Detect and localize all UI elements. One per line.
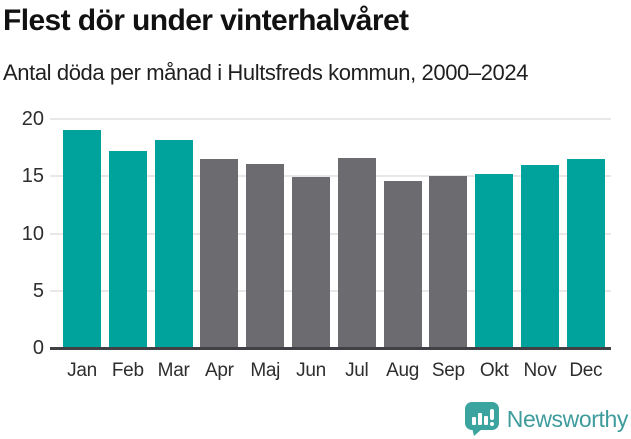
bar-mar [154, 139, 193, 348]
x-axis-tick-jul: Jul [345, 360, 369, 381]
x-axis-tick-dec: Dec [569, 360, 603, 381]
bar-jul [337, 157, 376, 348]
brand-footer: Newsworthy [464, 402, 628, 436]
x-axis-tick-apr: Apr [205, 360, 234, 381]
x-axis-tick-okt: Okt [479, 360, 509, 381]
gridline-y5 [50, 289, 611, 292]
bar-feb [108, 151, 147, 348]
x-axis-tick-aug: Aug [386, 360, 420, 381]
x-axis-tick-feb: Feb [111, 360, 144, 381]
gridline-y20 [50, 118, 611, 120]
bar-nov [521, 164, 559, 348]
x-axis-line [50, 346, 611, 350]
bar-dec [566, 159, 605, 348]
y-axis-tick-5: 5 [32, 279, 44, 302]
bar-jan [63, 130, 101, 348]
x-axis-tick-maj: Maj [250, 360, 281, 381]
y-axis-tick-0: 0 [32, 337, 44, 359]
x-axis-tick-nov: Nov [523, 360, 557, 381]
bar-aug [383, 180, 422, 348]
x-axis-tick-sep: Sep [431, 360, 465, 381]
y-axis-tick-10: 10 [21, 222, 44, 245]
chart-title: Flest dör under vinterhalvåret [3, 4, 409, 37]
x-axis-tick-jan: Jan [67, 360, 97, 381]
x-axis-tick-mar: Mar [157, 360, 190, 381]
brand-name: Newsworthy [506, 405, 629, 432]
bar-maj [246, 163, 285, 348]
gridline-y15 [50, 175, 611, 178]
y-axis-tick-20: 20 [21, 108, 44, 130]
bar-apr [200, 159, 239, 348]
chart-subtitle: Antal döda per månad i Hultsfreds kommun… [3, 60, 529, 85]
y-axis-tick-15: 15 [21, 165, 44, 188]
bar-okt [475, 173, 514, 348]
x-axis-tick-jun: Jun [296, 360, 326, 381]
gridline-y10 [50, 232, 611, 235]
bar-jun [292, 177, 330, 348]
bar-sep [429, 176, 468, 348]
bar-chart-speech-bubble-icon [464, 402, 500, 436]
